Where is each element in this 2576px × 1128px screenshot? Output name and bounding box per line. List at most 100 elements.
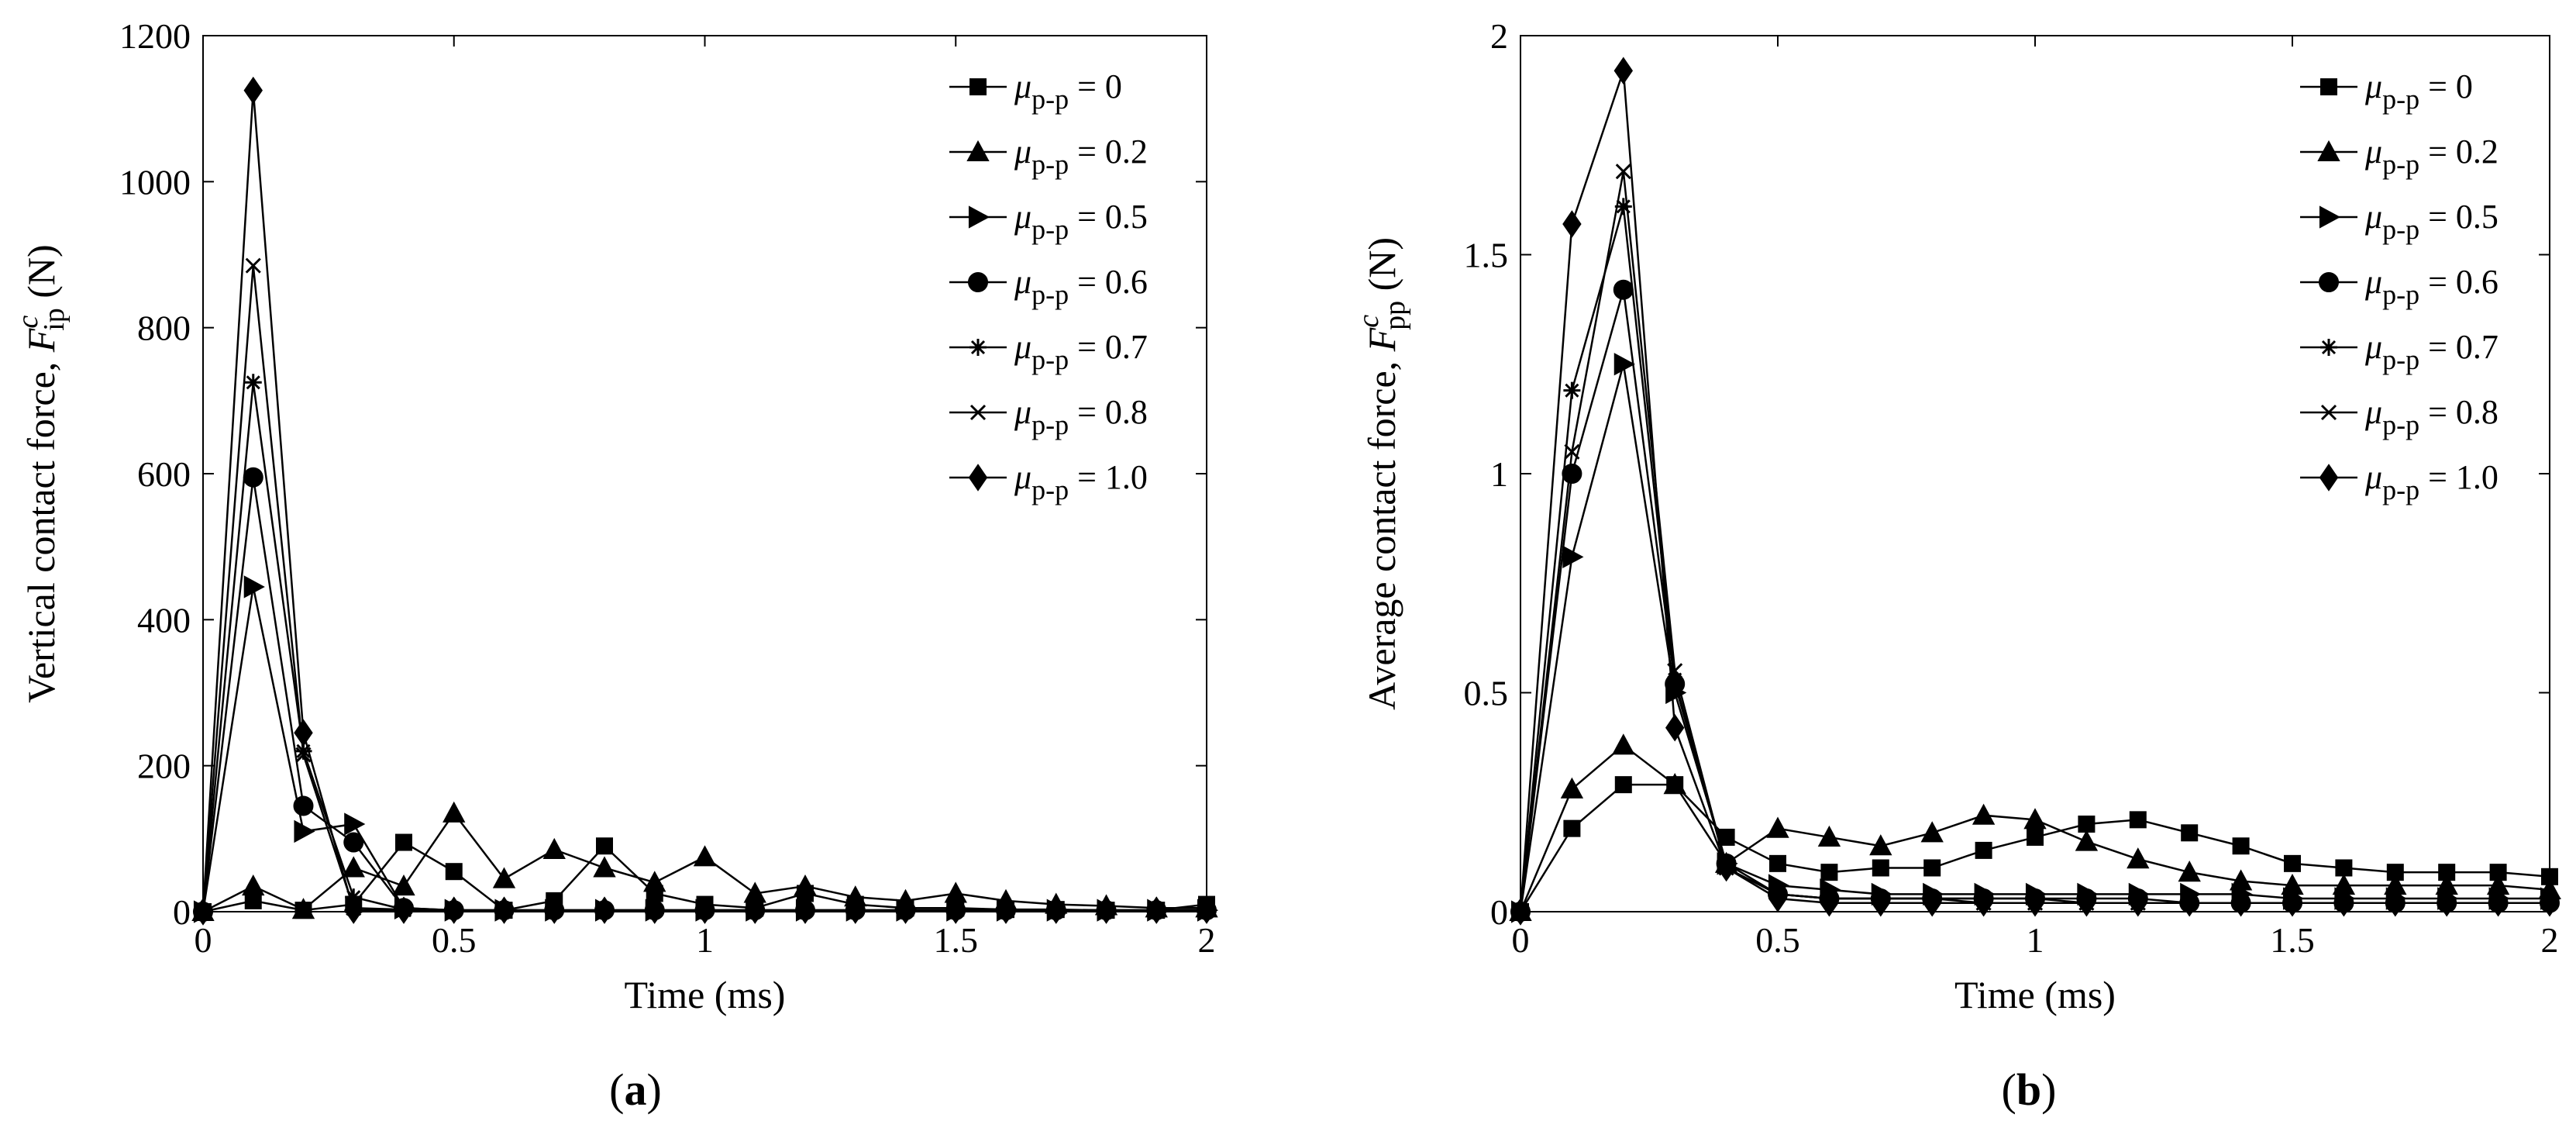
data-point	[1046, 896, 1066, 924]
legend-entry: μp-p = 0.6	[949, 263, 1148, 310]
data-point	[1615, 164, 1631, 180]
legend-label: μp-p = 0.2	[1014, 133, 1148, 180]
legend-label-subscript: p-p	[2382, 474, 2419, 505]
legend-label-symbol: μ	[2364, 198, 2382, 236]
data-point	[845, 896, 865, 924]
data-point	[1666, 671, 1684, 688]
data-point	[2335, 859, 2353, 877]
legend-entry: μp-p = 0.7	[949, 328, 1148, 375]
data-point	[1614, 776, 1632, 794]
data-point	[795, 896, 815, 924]
legend-marker	[969, 78, 987, 95]
data-point	[443, 801, 466, 823]
x-tick-label: 1	[696, 920, 714, 960]
data-point	[695, 896, 715, 924]
data-point	[1097, 896, 1116, 924]
data-point	[243, 76, 263, 105]
y-tick-label: 0.5	[1464, 674, 1509, 713]
data-point	[1920, 821, 1944, 843]
legend-label-symbol: μ	[1014, 458, 1031, 496]
legend-label-value: = 1.0	[2419, 458, 2499, 496]
data-point	[2127, 847, 2150, 869]
x-axis-label: Time (ms)	[1954, 973, 2116, 1016]
data-point	[594, 896, 615, 924]
data-point	[1613, 57, 1634, 85]
legend-label-value: = 0.5	[2419, 198, 2499, 236]
y-axis-label: Average contact force, Fcpp (N)	[1352, 237, 1411, 710]
data-point	[445, 863, 463, 881]
legend-label-subscript: p-p	[1031, 149, 1069, 180]
data-point	[344, 812, 366, 836]
data-point	[596, 837, 613, 855]
data-point	[693, 845, 717, 867]
legend-label-value: = 0	[1069, 67, 1122, 105]
data-point	[1923, 859, 1941, 877]
legend-label-value: = 0.6	[1069, 263, 1148, 301]
panel-caption-open: (	[2002, 1064, 2016, 1115]
series-6	[1510, 57, 2560, 926]
data-point	[1922, 888, 1942, 917]
legend-label: μp-p = 0.5	[1014, 198, 1148, 245]
legend-entry: μp-p = 0	[2300, 67, 2473, 115]
data-point	[1563, 381, 1581, 399]
data-point	[1820, 888, 1839, 917]
x-tick-label: 2	[2541, 920, 2559, 960]
data-point	[2385, 888, 2406, 917]
data-point	[746, 896, 765, 924]
data-point	[2334, 888, 2354, 917]
legend-label-value: = 0	[2419, 67, 2473, 105]
data-point	[1820, 864, 1838, 881]
y-tick-label: 600	[137, 454, 191, 494]
legend-label-subscript: p-p	[2382, 344, 2419, 375]
legend-label: μp-p = 1.0	[1014, 458, 1148, 505]
data-point	[343, 832, 364, 853]
legend-entry: μp-p = 0.5	[949, 198, 1148, 245]
y-tick-label: 1	[1490, 454, 1508, 494]
data-point	[2027, 828, 2044, 846]
legend-marker	[966, 140, 990, 162]
legend-label-value: = 0.6	[2419, 263, 2499, 301]
data-point	[643, 871, 666, 892]
legend-label-value: = 1.0	[1069, 458, 1148, 496]
legend-label-subscript: p-p	[2382, 409, 2419, 440]
series-6	[193, 76, 1217, 926]
panel-caption-open: (	[609, 1064, 624, 1115]
data-point	[1871, 888, 1891, 917]
data-point	[593, 856, 616, 878]
legend-label-value: = 0.7	[1069, 328, 1148, 366]
data-point	[896, 896, 915, 924]
panel-caption-close: )	[2041, 1064, 2056, 1115]
series-line	[1519, 206, 2550, 912]
legend: μp-p = 0μp-p = 0.2μp-p = 0.5μp-p = 0.6μp…	[2300, 67, 2499, 505]
data-point	[494, 896, 514, 924]
y-axis-label-unit: (N)	[1360, 237, 1403, 301]
legend-label: μp-p = 0	[2364, 67, 2473, 115]
x-tick-label: 1	[2027, 920, 2044, 960]
panel-a: 0 0.5 1 1.5 2 0 200 400 600 800 1000 1200 Time (ms) V…	[12, 16, 1219, 1115]
legend-marker	[968, 205, 990, 229]
legend-label-symbol: μ	[2364, 328, 2382, 366]
data-point	[1562, 464, 1582, 484]
legend-label: μp-p = 0.6	[2364, 263, 2499, 310]
panel-b: 0 0.5 1 1.5 2 0 0.5 1 1.5 2 Time (ms) Average conta…	[1352, 16, 2562, 1115]
legend-label-subscript: p-p	[2382, 149, 2419, 180]
data-point	[1197, 896, 1217, 924]
y-axis-label-symbol: F	[1360, 327, 1403, 352]
legend-marker	[2317, 140, 2340, 162]
data-point	[244, 374, 262, 392]
data-point	[1510, 898, 1531, 926]
data-point	[996, 896, 1016, 924]
legend-label: μp-p = 1.0	[2364, 458, 2499, 505]
data-point	[395, 833, 412, 851]
data-point	[545, 896, 564, 924]
x-tick-label: 0	[1512, 920, 1530, 960]
data-point	[1663, 773, 1686, 795]
legend-label: μp-p = 0.5	[2364, 198, 2499, 245]
y-axis-label-superscript: c	[12, 316, 44, 329]
x-tick-label: 0.5	[432, 920, 477, 960]
legend-label-subscript: p-p	[1031, 84, 1069, 115]
legend-marker	[969, 404, 987, 421]
data-point	[2540, 888, 2560, 917]
legend-marker	[2320, 339, 2337, 356]
data-point	[645, 896, 664, 924]
